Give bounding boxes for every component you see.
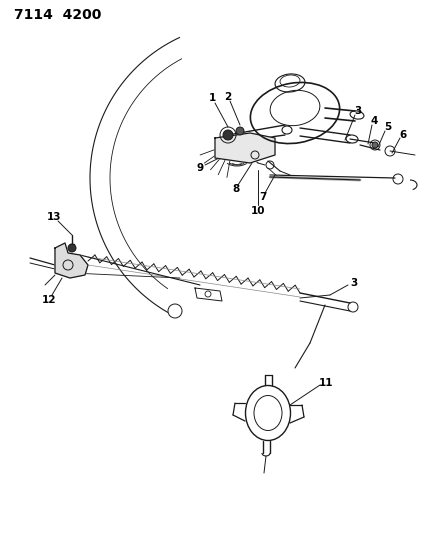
Text: 10: 10	[251, 206, 265, 216]
Circle shape	[236, 127, 244, 135]
Text: 2: 2	[224, 92, 232, 102]
Text: 12: 12	[42, 295, 56, 305]
Text: 4: 4	[370, 116, 377, 126]
Text: 6: 6	[399, 130, 407, 140]
Text: 11: 11	[319, 378, 333, 388]
Text: 7: 7	[259, 192, 267, 202]
Text: 3: 3	[354, 106, 362, 116]
Text: 13: 13	[47, 212, 61, 222]
Text: 3: 3	[351, 278, 358, 288]
Text: 1: 1	[208, 93, 216, 103]
Circle shape	[372, 142, 378, 148]
Text: 8: 8	[232, 184, 240, 194]
Circle shape	[68, 244, 76, 252]
Text: 7114  4200: 7114 4200	[14, 8, 101, 22]
Circle shape	[223, 130, 233, 140]
Text: 5: 5	[384, 122, 392, 132]
Polygon shape	[215, 133, 275, 163]
Polygon shape	[55, 243, 88, 278]
Text: 9: 9	[196, 163, 204, 173]
